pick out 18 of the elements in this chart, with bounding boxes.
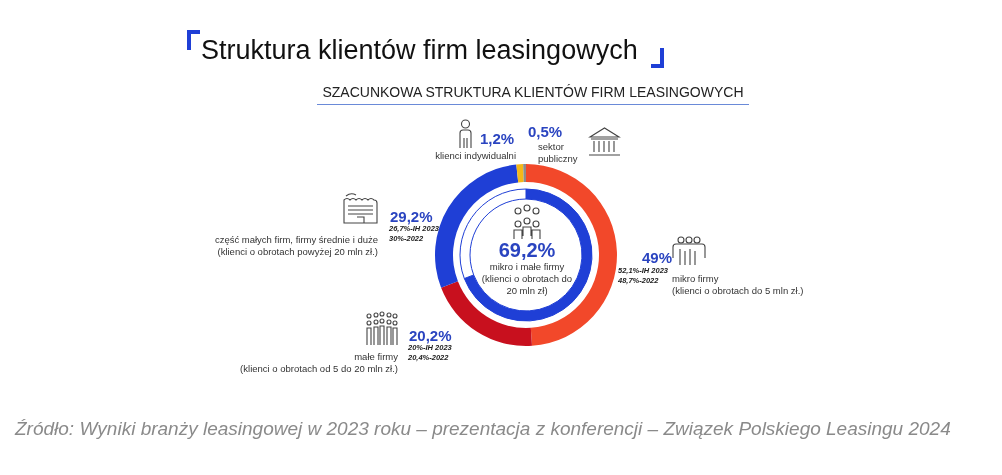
data-label: 1,2% xyxy=(480,130,515,147)
slice-label: małe firmy (klienci o obrotach od 5 do 20 mln zł.) xyxy=(240,351,399,374)
data-label: 69,2% xyxy=(498,239,556,261)
slice-label: mikro i małe firmy (klienci o obrotach do 20 mln zł) xyxy=(481,261,573,296)
text: Źródło: Wyniki branży leasingowej w 2023 roku – prezentacja z konferencji – Związek Polskiego Leasingu 2024 xyxy=(14,418,951,439)
donut-slice xyxy=(516,164,524,183)
chart-title: Struktura klientów firm leasingowych xyxy=(201,35,638,66)
data-label: 49% xyxy=(642,249,673,266)
data-label: 0,5% xyxy=(528,123,563,140)
slice-label: sektor publiczny xyxy=(538,141,578,164)
chart-subtitle: SZACUNKOWA STRUKTURA KLIENTÓW FIRM LEASINGOWYCH xyxy=(317,84,749,105)
data-label: 29,2% xyxy=(390,208,433,225)
slice-label: klienci indywidualni xyxy=(435,150,516,161)
slice-label: mikro firmy (klienci o obrotach do 5 mln zł.) xyxy=(672,273,804,296)
donut-slice xyxy=(463,188,593,322)
data-label: 20,2% xyxy=(409,327,452,344)
donut-slice xyxy=(523,164,526,183)
slice-label: część małych firm, firmy średnie i duże (klienci o obrotach powyżej 20 mln zł.) xyxy=(214,234,378,257)
